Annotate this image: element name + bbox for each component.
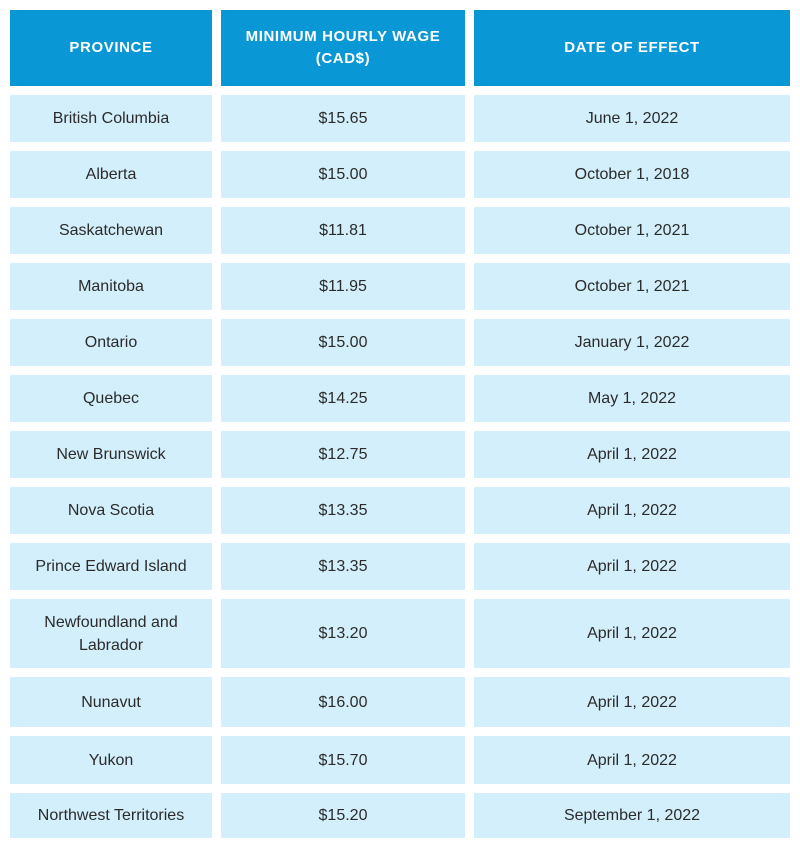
- table-cell: April 1, 2022: [474, 599, 790, 668]
- table-cell: Yukon: [10, 736, 212, 784]
- table-cell: Saskatchewan: [10, 207, 212, 254]
- table-cell: $15.00: [221, 319, 465, 366]
- table-cell: September 1, 2022: [474, 793, 790, 838]
- table-cell: $16.00: [221, 677, 465, 727]
- header-cell: PROVINCE: [10, 10, 212, 86]
- table-cell: April 1, 2022: [474, 677, 790, 727]
- table-cell: British Columbia: [10, 95, 212, 142]
- table-cell: Newfoundland and Labrador: [10, 599, 212, 668]
- table-cell: April 1, 2022: [474, 431, 790, 478]
- table-cell: $13.35: [221, 543, 465, 590]
- table-cell: $15.00: [221, 151, 465, 198]
- table-cell: April 1, 2022: [474, 487, 790, 534]
- table-cell: $12.75: [221, 431, 465, 478]
- table-cell: April 1, 2022: [474, 543, 790, 590]
- table-cell: $13.35: [221, 487, 465, 534]
- table-cell: April 1, 2022: [474, 736, 790, 784]
- table-cell: Ontario: [10, 319, 212, 366]
- table-cell: New Brunswick: [10, 431, 212, 478]
- table-cell: $15.70: [221, 736, 465, 784]
- table-cell: October 1, 2021: [474, 207, 790, 254]
- header-cell: MINIMUM HOURLY WAGE (CAD$): [221, 10, 465, 86]
- table-cell: Northwest Territories: [10, 793, 212, 838]
- table-cell: Manitoba: [10, 263, 212, 310]
- table-cell: $11.81: [221, 207, 465, 254]
- table-cell: Alberta: [10, 151, 212, 198]
- header-cell: DATE OF EFFECT: [474, 10, 790, 86]
- table-cell: Nunavut: [10, 677, 212, 727]
- table-cell: May 1, 2022: [474, 375, 790, 422]
- table-cell: October 1, 2018: [474, 151, 790, 198]
- table-cell: June 1, 2022: [474, 95, 790, 142]
- table-cell: Nova Scotia: [10, 487, 212, 534]
- table-cell: $15.65: [221, 95, 465, 142]
- table-cell: Prince Edward Island: [10, 543, 212, 590]
- table-cell: $11.95: [221, 263, 465, 310]
- table-cell: January 1, 2022: [474, 319, 790, 366]
- wage-table: PROVINCE MINIMUM HOURLY WAGE (CAD$) DATE O…: [10, 10, 790, 838]
- table-cell: $13.20: [221, 599, 465, 668]
- table-cell: Quebec: [10, 375, 212, 422]
- table-cell: October 1, 2021: [474, 263, 790, 310]
- table-cell: $15.20: [221, 793, 465, 838]
- table-cell: $14.25: [221, 375, 465, 422]
